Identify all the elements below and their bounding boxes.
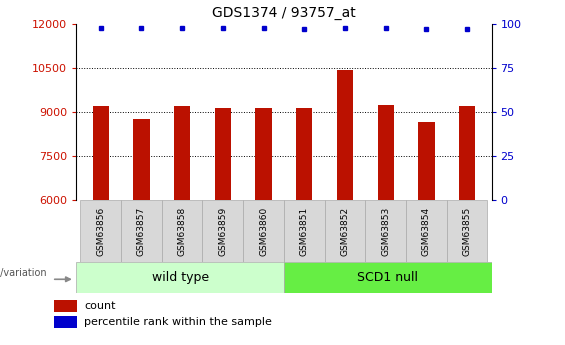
Text: GSM63851: GSM63851 (300, 207, 308, 256)
Bar (325, 200, 366, 262)
Text: GSM63853: GSM63853 (381, 207, 390, 256)
Bar (93, 106, 109, 200)
Bar (284, 200, 325, 262)
Bar (337, 70, 353, 200)
Bar (54, 316, 77, 328)
Text: GSM63858: GSM63858 (177, 207, 186, 256)
Text: GSM63860: GSM63860 (259, 207, 268, 256)
Text: GSM63855: GSM63855 (463, 207, 472, 256)
Text: SCD1 null: SCD1 null (357, 271, 418, 284)
Title: GDS1374 / 93757_at: GDS1374 / 93757_at (212, 6, 356, 20)
Bar (366, 200, 406, 262)
Bar (162, 200, 202, 262)
Text: GSM63857: GSM63857 (137, 207, 146, 256)
Bar (121, 200, 162, 262)
Bar (296, 108, 312, 200)
Bar (174, 106, 190, 200)
Text: GSM63859: GSM63859 (218, 207, 227, 256)
Text: count: count (84, 302, 116, 311)
Text: percentile rank within the sample: percentile rank within the sample (84, 317, 272, 327)
Text: GSM63856: GSM63856 (96, 207, 105, 256)
Bar (284, 262, 492, 293)
Bar (202, 200, 243, 262)
Bar (406, 200, 447, 262)
Bar (80, 200, 121, 262)
Text: GSM63852: GSM63852 (341, 207, 350, 256)
Text: genotype/variation: genotype/variation (0, 268, 47, 278)
Bar (418, 122, 434, 200)
Text: GSM63854: GSM63854 (422, 207, 431, 256)
Text: wild type: wild type (151, 271, 208, 284)
Bar (255, 108, 272, 200)
Bar (243, 200, 284, 262)
Bar (459, 106, 475, 200)
Bar (377, 105, 394, 200)
Bar (215, 108, 231, 200)
Bar (54, 300, 77, 312)
Bar (133, 119, 150, 200)
Bar (447, 200, 488, 262)
Bar (76, 262, 284, 293)
